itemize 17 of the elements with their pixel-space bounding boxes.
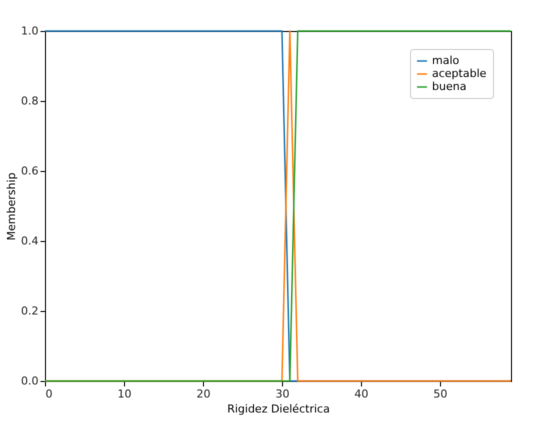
x-axis-title: Rigidez Dieléctrica	[227, 402, 330, 416]
legend-label: malo	[432, 54, 460, 67]
x-tick-label: 0	[46, 388, 52, 400]
y-tick-label: 0.4	[21, 234, 38, 248]
y-tick-label: 0.0	[21, 374, 38, 388]
x-tick-label: 30	[275, 388, 290, 400]
x-tick-label: 20	[196, 388, 210, 400]
y-tick-label: 0.6	[21, 164, 38, 178]
y-tick-label: 0.8	[21, 94, 38, 108]
legend-label: aceptable	[432, 67, 487, 80]
x-tick-label: 50	[433, 388, 448, 400]
legend-label: buena	[432, 80, 466, 93]
y-tick-label: 0.2	[21, 304, 38, 318]
x-tick-label: 10	[117, 388, 132, 400]
y-axis-title: Membership	[5, 172, 18, 240]
x-tick-label: 40	[354, 388, 368, 400]
y-tick-label: 1.0	[21, 24, 38, 38]
